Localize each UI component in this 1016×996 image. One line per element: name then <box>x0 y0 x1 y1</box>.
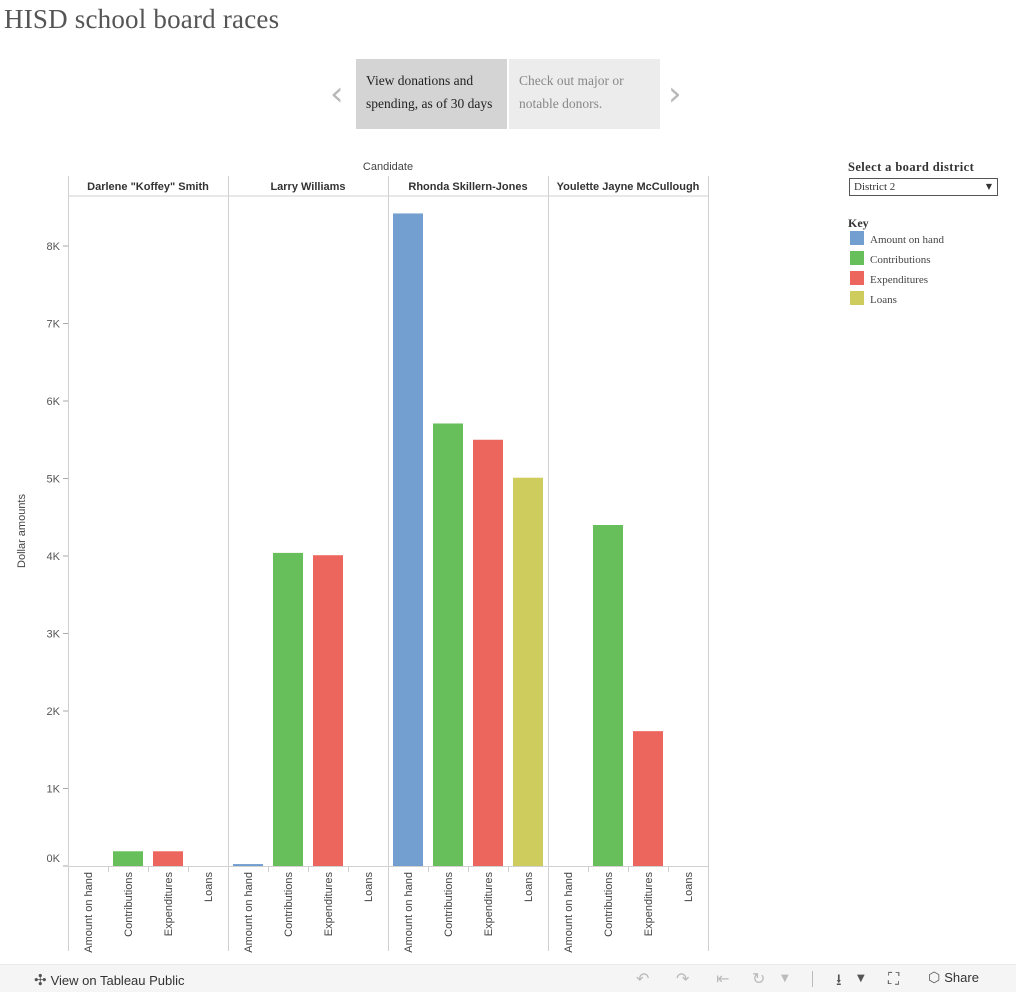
side-panel: Select a board district District 2 ▼ Key… <box>848 160 998 306</box>
panel-header: Larry Williams <box>270 181 345 193</box>
fullscreen-icon[interactable]: ⛶ <box>888 969 900 988</box>
bar[interactable] <box>513 477 543 866</box>
story-point-donors[interactable]: Check out major or notable donors. <box>509 59 660 129</box>
x-tick-label: Amount on hand <box>403 872 415 953</box>
x-tick-label: Amount on hand <box>563 872 575 953</box>
x-tick-label: Loans <box>683 872 695 902</box>
key-swatch <box>850 271 864 285</box>
y-tick-label: 0K <box>47 853 61 865</box>
key-swatch <box>850 251 864 265</box>
x-tick-label: Contributions <box>283 872 295 937</box>
bar-chart: Candidate 0K 1K 2K 3K 4K 5K 6K 7K 8K Dollar amount… <box>16 161 709 953</box>
toolbar-divider <box>812 971 813 987</box>
dropdown-arrow-icon: ▼ <box>985 182 992 191</box>
x-tick-label: Contributions <box>603 872 615 937</box>
chevron-left-icon[interactable]: ‹ <box>330 74 344 114</box>
share-button[interactable]: ⬡ Share <box>928 970 979 986</box>
bar[interactable] <box>273 552 303 866</box>
view-on-tableau-public-link[interactable]: ✣ View on Tableau Public <box>34 971 185 989</box>
y-tick-label: 8K <box>47 241 61 253</box>
district-select[interactable]: District 2 ▼ <box>849 178 998 196</box>
key-label: Loans <box>870 294 897 306</box>
x-tick-label: Expenditures <box>323 872 335 937</box>
panel-header: Darlene "Koffey" Smith <box>87 181 209 193</box>
x-tick-label: Amount on hand <box>83 872 95 953</box>
bar[interactable] <box>313 555 343 866</box>
bar[interactable] <box>153 851 183 866</box>
x-tick-label: Expenditures <box>643 872 655 937</box>
district-select-value: District 2 <box>854 181 896 193</box>
chevron-right-icon[interactable]: › <box>668 74 682 114</box>
share-label: Share <box>944 970 979 985</box>
y-tick-label: 5K <box>47 474 61 486</box>
bar[interactable] <box>633 731 663 866</box>
x-tick-label: Expenditures <box>483 872 495 937</box>
filter-title: Select a board district <box>848 160 975 174</box>
page-title: HISD school board races <box>4 4 280 34</box>
column-header: Candidate <box>363 161 413 173</box>
bar[interactable] <box>393 213 423 866</box>
y-tick-label: 3K <box>47 629 61 641</box>
key-title: Key <box>848 216 869 230</box>
y-tick-label: 6K <box>47 396 61 408</box>
refresh-icon[interactable]: ↻ <box>752 969 766 988</box>
panel-header: Rhonda Skillern-Jones <box>408 181 527 193</box>
story-point-donations[interactable]: View donations and spending, as of 30 da… <box>356 59 507 129</box>
key-label: Contributions <box>870 254 931 266</box>
y-tick-label: 2K <box>47 706 61 718</box>
key-swatch <box>850 231 864 245</box>
view-on-tableau-public-label: View on Tableau Public <box>50 973 185 988</box>
y-tick-label: 4K <box>47 551 61 563</box>
x-tick-label: Amount on hand <box>243 872 255 953</box>
tableau-logo-icon: ✣ <box>34 971 47 989</box>
download-dropdown-icon[interactable]: ▼ <box>857 973 865 984</box>
x-tick-label: Expenditures <box>163 872 175 937</box>
y-axis-title: Dollar amounts <box>16 494 28 568</box>
bar[interactable] <box>433 423 463 866</box>
bar[interactable] <box>113 851 143 866</box>
share-icon: ⬡ <box>928 970 941 986</box>
tableau-toolbar: ✣ View on Tableau Public ↶ ↷ ⇤ ↻ ▼ ⭳ ▼ ⛶ … <box>0 964 1016 992</box>
x-tick-label: Loans <box>363 872 375 902</box>
bar[interactable] <box>593 525 623 866</box>
key-label: Amount on hand <box>870 234 944 246</box>
undo-icon[interactable]: ↶ <box>636 969 650 988</box>
redo-icon[interactable]: ↷ <box>676 969 690 988</box>
download-icon[interactable]: ⭳ <box>836 970 842 989</box>
x-tick-label: Contributions <box>123 872 135 937</box>
key-label: Expenditures <box>870 274 929 286</box>
panel-header: Youlette Jayne McCullough <box>557 181 700 193</box>
key-swatch <box>850 291 864 305</box>
y-tick-label: 7K <box>47 319 61 331</box>
revert-icon[interactable]: ⇤ <box>716 969 730 988</box>
refresh-dropdown-icon[interactable]: ▼ <box>781 973 789 984</box>
bar[interactable] <box>233 864 263 866</box>
x-tick-label: Loans <box>523 872 535 902</box>
x-tick-label: Loans <box>203 872 215 902</box>
x-tick-label: Contributions <box>443 872 455 937</box>
y-tick-label: 1K <box>47 784 61 796</box>
bar[interactable] <box>473 439 503 866</box>
